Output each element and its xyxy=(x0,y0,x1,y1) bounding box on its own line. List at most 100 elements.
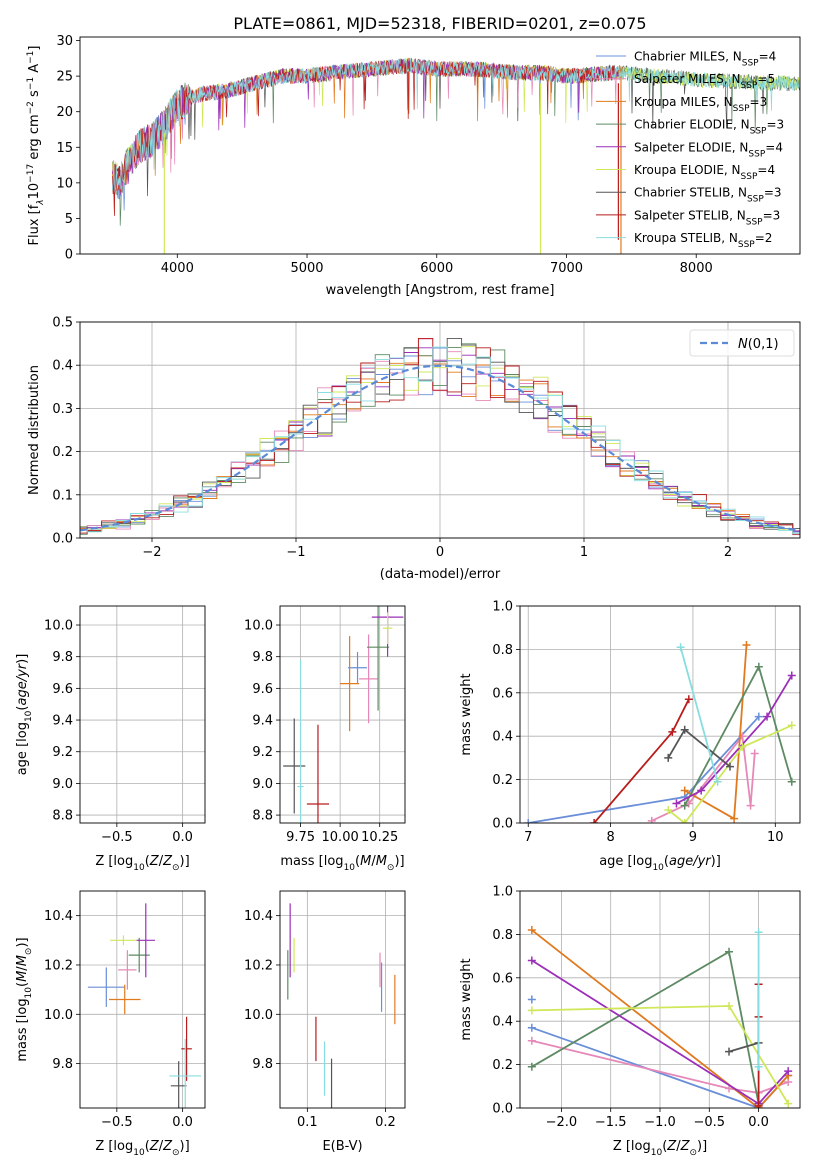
x-tick-label: 10.00 xyxy=(322,830,359,845)
legend-label: Chabrier MILES, NSSP=4 xyxy=(634,50,776,69)
weight-marker xyxy=(738,743,747,752)
axes-frame xyxy=(79,890,206,1109)
weight-marker xyxy=(684,695,693,704)
y-tick-label: 9.4 xyxy=(252,714,273,729)
x-tick-label: 10.25 xyxy=(361,830,398,845)
spectrum-lines xyxy=(112,57,800,254)
weight-line xyxy=(679,646,719,783)
weight-marker xyxy=(725,1047,734,1056)
weight-marker xyxy=(680,819,689,823)
weight-marker xyxy=(754,1062,763,1071)
y-tick-label: 0 xyxy=(65,248,73,263)
x-tick-label: 7000 xyxy=(550,261,583,276)
weight-line xyxy=(667,728,731,768)
figure-title: PLATE=0861, MJD=52318, FIBERID=0201, z=0… xyxy=(233,14,646,33)
weight-marker xyxy=(527,956,536,965)
x-axis-label: E(B-V) xyxy=(322,1139,362,1154)
legend-label: Salpeter MILES, NSSP=5 xyxy=(634,72,775,91)
weight-marker xyxy=(787,671,796,680)
y-tick-label: 25 xyxy=(56,70,73,85)
y-tick-label: 0.4 xyxy=(492,730,513,745)
y-tick-label: 9.8 xyxy=(252,1057,273,1072)
age-z-panel: −0.5 0.0 8.8 9.0 9.2 9.4 9.6 9.8 10.0 Z [log10(Z/… xyxy=(15,605,206,873)
x-tick-label: 7 xyxy=(524,830,532,845)
weight-marker xyxy=(730,814,739,823)
y-axis-label: mass weight xyxy=(459,958,474,1040)
spectrum-line xyxy=(112,57,619,211)
histograms xyxy=(80,337,800,536)
y-tick-label: 0.6 xyxy=(492,971,513,986)
weight-line xyxy=(684,645,748,821)
x-tick-label: 0.0 xyxy=(748,1115,769,1130)
y-tick-label: 10.0 xyxy=(244,1008,273,1023)
weight-marker xyxy=(527,1036,536,1045)
weight-marker xyxy=(726,762,734,771)
legend-label: Salpeter STELIB, NSSP=3 xyxy=(634,208,780,227)
x-tick-label: 9 xyxy=(689,830,697,845)
y-tick-label: 0.0 xyxy=(52,532,73,547)
y-tick-label: 10.0 xyxy=(44,619,73,634)
weight-marker xyxy=(664,753,673,762)
weight-marker xyxy=(754,1101,763,1108)
axes-frame xyxy=(79,36,801,255)
legend-label: Kroupa MILES, NSSP=3 xyxy=(634,95,767,114)
x-axis-label: Z [log10(Z/Z⊙)] xyxy=(95,854,189,873)
mass-ebv-panel: 0.1 0.2 9.8 10.0 10.2 10.4 E(B-V) xyxy=(244,890,406,1154)
y-tick-label: 0.8 xyxy=(492,928,513,943)
legend-label: Kroupa STELIB, NSSP=2 xyxy=(634,231,772,250)
y-tick-label: 0.4 xyxy=(52,359,73,374)
x-tick-label: 0.1 xyxy=(297,1115,318,1130)
residual-panel: −2 −1 0 1 2 0.0 0.1 0.2 0.3 0.4 0.5 (data-model)/er… xyxy=(27,316,801,582)
weight-marker xyxy=(697,786,706,795)
y-axis-label: mass [log10(M/M⊙)] xyxy=(15,937,34,1061)
x-tick-label: 8000 xyxy=(680,261,713,276)
spectrum-line xyxy=(112,58,619,216)
histogram-series xyxy=(80,346,800,535)
normal-curve xyxy=(80,364,800,532)
x-tick-label: 0.0 xyxy=(172,1115,193,1130)
x-tick-label: −0.5 xyxy=(694,1115,726,1130)
legend-label: Chabrier ELODIE, NSSP=3 xyxy=(634,118,784,137)
weight-line xyxy=(667,724,793,823)
weight-marker xyxy=(713,777,722,786)
weight-marker xyxy=(527,1062,536,1071)
weight-marker xyxy=(527,1023,536,1032)
x-tick-label: 4000 xyxy=(161,261,194,276)
error-bars xyxy=(87,903,202,1108)
y-axis-label: mass weight xyxy=(459,673,474,755)
y-tick-label: 0.3 xyxy=(52,402,73,417)
y-tick-label: 9.6 xyxy=(52,682,73,697)
y-tick-label: 20 xyxy=(56,105,73,120)
y-tick-label: 10.2 xyxy=(44,958,73,973)
y-tick-label: 9.0 xyxy=(252,777,273,792)
legend: N(0,1) xyxy=(689,329,795,357)
y-tick-label: 0.2 xyxy=(52,445,73,460)
y-tick-label: 9.4 xyxy=(52,714,73,729)
x-axis-label: mass [log10(M/M⊙)] xyxy=(280,854,404,873)
axes-frame xyxy=(519,605,801,824)
y-tick-label: 9.2 xyxy=(52,745,73,760)
weight-marker xyxy=(527,995,536,1004)
y-tick-label: 10.0 xyxy=(244,619,273,634)
x-tick-label: 2 xyxy=(724,545,732,560)
y-tick-label: 0.2 xyxy=(492,1058,513,1073)
x-tick-label: 0 xyxy=(436,545,444,560)
y-tick-label: 9.8 xyxy=(252,650,273,665)
weight-marker xyxy=(763,712,772,721)
weight-line xyxy=(728,1042,759,1053)
y-tick-label: 15 xyxy=(56,141,73,156)
y-tick-label: 0.5 xyxy=(52,316,73,331)
y-tick-label: 0.0 xyxy=(492,817,513,832)
weight-marker xyxy=(754,662,763,671)
y-tick-label: 9.6 xyxy=(252,682,273,697)
error-bars xyxy=(283,606,404,823)
x-tick-label: −1.0 xyxy=(644,1115,676,1130)
legend-label: Salpeter ELODIE, NSSP=4 xyxy=(634,140,783,159)
legend: Chabrier MILES, NSSP=4 Salpeter MILES, NS… xyxy=(596,50,784,250)
legend-label: N(0,1) xyxy=(738,337,779,352)
y-tick-label: 10.4 xyxy=(44,909,73,924)
weight-marker xyxy=(784,1099,793,1108)
y-tick-label: 0.2 xyxy=(492,773,513,788)
weight-marker xyxy=(784,1067,793,1076)
age-mass-panel: 9.75 10.00 10.25 8.8 9.0 9.2 9.4 9.6 9.8 10.0 mass… xyxy=(244,605,406,873)
